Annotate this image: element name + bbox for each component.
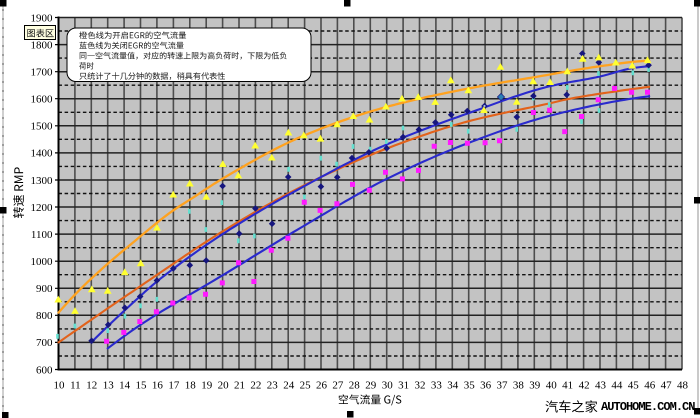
svg-text:28: 28 [349, 380, 361, 392]
svg-text:1900: 1900 [31, 12, 54, 24]
svg-text:12: 12 [86, 380, 97, 392]
svg-text:AUTOHOME.COM.CN: AUTOHOME.COM.CN [601, 400, 696, 414]
svg-text:1700: 1700 [31, 67, 54, 79]
svg-text:1200: 1200 [31, 202, 54, 214]
svg-text:38: 38 [513, 380, 525, 392]
svg-text:1400: 1400 [31, 148, 54, 160]
svg-text:45: 45 [628, 380, 640, 392]
svg-text:40: 40 [546, 380, 558, 392]
svg-text:20: 20 [218, 380, 230, 392]
svg-text:1800: 1800 [31, 39, 54, 51]
svg-text:900: 900 [36, 283, 53, 295]
svg-text:31: 31 [398, 380, 409, 392]
svg-text:42: 42 [579, 380, 590, 392]
svg-text:1000: 1000 [31, 256, 54, 268]
svg-text:15: 15 [136, 380, 148, 392]
svg-text:46: 46 [644, 380, 656, 392]
svg-text:23: 23 [267, 380, 279, 392]
svg-text:21: 21 [234, 380, 245, 392]
svg-text:1500: 1500 [31, 121, 54, 133]
svg-text:37: 37 [497, 380, 509, 392]
svg-text:19: 19 [201, 380, 213, 392]
svg-text:29: 29 [365, 380, 377, 392]
svg-text:13: 13 [103, 380, 115, 392]
svg-text:11: 11 [70, 380, 81, 392]
svg-text:35: 35 [464, 380, 476, 392]
svg-text:43: 43 [595, 380, 607, 392]
svg-text:1600: 1600 [31, 94, 54, 106]
svg-text:22: 22 [250, 380, 261, 392]
svg-text:700: 700 [36, 337, 53, 349]
svg-text:10: 10 [54, 380, 66, 392]
svg-text:1100: 1100 [31, 229, 53, 241]
svg-text:33: 33 [431, 380, 443, 392]
svg-text:24: 24 [283, 380, 295, 392]
svg-text:36: 36 [480, 380, 492, 392]
svg-text:27: 27 [332, 380, 344, 392]
svg-text:39: 39 [529, 380, 541, 392]
svg-text:48: 48 [677, 380, 689, 392]
svg-text:47: 47 [661, 380, 673, 392]
svg-text:41: 41 [562, 380, 573, 392]
svg-text:26: 26 [316, 380, 328, 392]
svg-text:1300: 1300 [31, 175, 54, 187]
svg-text:800: 800 [36, 310, 53, 322]
svg-text:18: 18 [185, 380, 197, 392]
svg-text:44: 44 [611, 380, 623, 392]
svg-text:600: 600 [36, 364, 53, 376]
svg-text:34: 34 [447, 380, 459, 392]
svg-text:17: 17 [168, 380, 180, 392]
svg-text:30: 30 [382, 380, 394, 392]
svg-text:32: 32 [415, 380, 426, 392]
svg-text:25: 25 [300, 380, 312, 392]
svg-text:16: 16 [152, 380, 164, 392]
svg-text:14: 14 [119, 380, 131, 392]
